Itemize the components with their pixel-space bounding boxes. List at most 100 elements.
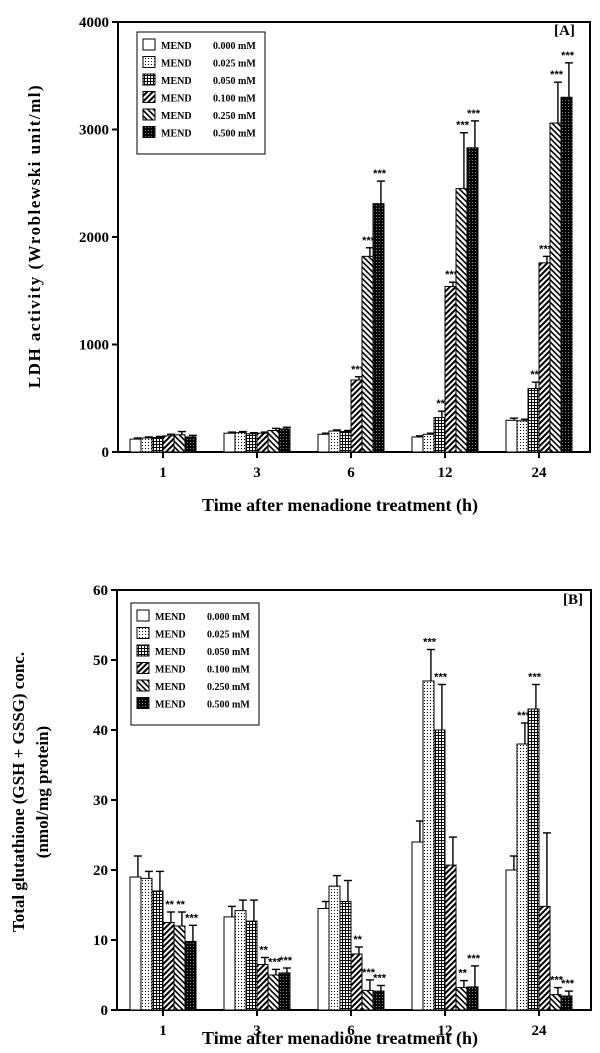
- panel-b-bar: [129, 876, 142, 1011]
- panel-a-bar: [129, 438, 142, 453]
- panel-a-legend-swatch: [142, 126, 156, 138]
- panel-b-significance-label: ***: [362, 967, 376, 979]
- panel-a-bar: [560, 96, 573, 453]
- panel-b-x-axis-title: Time after menadione treatment (h): [202, 1028, 478, 1049]
- panel-b-legend-value: 0.025 mM: [207, 630, 250, 641]
- panel-a-legend-swatch: [142, 38, 156, 51]
- panel-b-significance-label: **: [259, 945, 268, 957]
- panel-b-significance-label: **: [176, 899, 185, 911]
- panel-a-bar: [444, 285, 457, 453]
- panel-a-legend-label: MEND: [161, 111, 192, 122]
- panel-b-legend-value: 0.100 mM: [207, 665, 250, 676]
- panel-a-bar: [466, 147, 479, 453]
- panel-a-significance-label: ***: [456, 120, 470, 132]
- panel-a-bar: [505, 419, 518, 453]
- panel-b-y-tick-label: 60: [93, 583, 108, 599]
- panel-a-y-tick-label: 1000: [79, 338, 109, 354]
- panel-b-significance-label: ***: [185, 912, 199, 924]
- panel-b-legend-label: MEND: [155, 665, 186, 676]
- panel-b-legend-label: MEND: [155, 700, 186, 711]
- panel-b-legend-swatch: [136, 697, 150, 709]
- panel-b-label: [B]: [563, 592, 583, 608]
- panel-b-bar: [455, 987, 468, 1011]
- panel-b-y-axis-title-line2: (nmol/mg protein): [33, 726, 52, 858]
- panel-a-significance-label: ***: [373, 168, 387, 180]
- panel-a-bar: [433, 417, 446, 453]
- panel-a-bar: [328, 430, 341, 453]
- panel-a-significance-label: ***: [362, 235, 376, 247]
- panel-b-legend-label: MEND: [155, 647, 186, 658]
- panel-b-y-axis-title-line1: Total glutathione (GSH + GSSG) conc.: [9, 652, 28, 932]
- panel-b-significance-label: ***: [467, 953, 481, 965]
- panel-a-significance-label: ***: [539, 243, 553, 255]
- panel-a-bar: [516, 420, 529, 453]
- panel-a-legend-swatch: [142, 73, 156, 86]
- panel-a-significance-label: **: [530, 369, 539, 381]
- panel-b-y-tick-label: 20: [93, 863, 108, 879]
- panel-a-bar: [151, 436, 164, 453]
- panel-b-bar: [527, 708, 540, 1011]
- panel-a-bar: [372, 203, 385, 453]
- panel-b-significance-label: ***: [434, 672, 448, 684]
- panel-b-significance-label: ***: [268, 956, 282, 968]
- panel-b-y-tick-label: 50: [93, 653, 108, 669]
- panel-a-legend-value: 0.050 mM: [213, 76, 256, 87]
- panel-b-bar: [411, 841, 424, 1011]
- panel-b-bar: [433, 729, 446, 1011]
- panel-b-bar: [162, 922, 175, 1011]
- panel-b-bar: [245, 920, 258, 1011]
- panel-a-bar: [162, 435, 175, 453]
- panel-b-bar: [234, 910, 247, 1011]
- panel-b-x-tick-label: 6: [347, 1023, 355, 1039]
- panel-a-legend-label: MEND: [161, 41, 192, 52]
- panel-a-y-tick-label: 2000: [79, 230, 109, 246]
- panel-b-legend-value: 0.500 mM: [207, 700, 250, 711]
- panel-a-y-axis-title: LDH activity (Wroblewski unit/ml): [25, 84, 44, 388]
- panel-b-bar: [516, 743, 529, 1011]
- panel-a-significance-label: ***: [445, 269, 459, 281]
- panel-b-bar: [350, 953, 363, 1011]
- panel-b-significance-label: ***: [373, 973, 387, 985]
- panel-b-legend-label: MEND: [155, 612, 186, 623]
- panel-b-bar: [422, 680, 435, 1011]
- panel-a-legend-label: MEND: [161, 59, 192, 70]
- panel-b-bar: [328, 885, 341, 1011]
- panel-a-bar: [245, 433, 258, 453]
- panel-a-x-tick-label: 3: [253, 465, 261, 481]
- panel-b-significance-label: ***: [423, 637, 437, 649]
- panel-a-legend-label: MEND: [161, 76, 192, 87]
- panel-a-significance-label: ***: [467, 108, 481, 120]
- panel-b-bar: [256, 964, 269, 1011]
- panel-a-bar: [527, 388, 540, 453]
- panel-b-significance-label: **: [353, 934, 362, 946]
- panel-b-bar: [549, 994, 562, 1011]
- panel-a: [A] LDH activity (Wroblewski unit/ml) Ti…: [25, 23, 575, 516]
- panel-b-significance-label: ***: [517, 710, 531, 722]
- panel-a-x-tick-label: 12: [438, 465, 453, 481]
- panel-a-legend-label: MEND: [161, 129, 192, 140]
- panel-a-bar: [549, 122, 562, 453]
- panel-b-significance-label: ***: [561, 978, 575, 990]
- panel-a-y-tick-label: 0: [102, 445, 110, 461]
- panel-b-bar: [317, 908, 330, 1011]
- panel-a-x-tick-label: 1: [159, 465, 167, 481]
- panel-a-x-tick-label: 6: [347, 465, 355, 481]
- panel-b-legend-swatch: [136, 679, 150, 692]
- panel-a-legend: [136, 31, 266, 155]
- panel-b-bar: [151, 890, 164, 1011]
- panel-a-y-tick-label: 3000: [79, 123, 109, 139]
- panel-a-bar: [184, 436, 197, 453]
- panel-a-legend-value: 0.100 mM: [213, 94, 256, 105]
- panel-b-legend-value: 0.250 mM: [207, 682, 250, 693]
- panel-a-bar: [350, 379, 363, 453]
- panel-b-bar: [339, 901, 352, 1011]
- panel-a-bar: [411, 436, 424, 453]
- panel-a-bar: [223, 432, 236, 453]
- panel-b: [B] Total glutathione (GSH + GSSG) conc.…: [9, 592, 583, 1049]
- panel-b-legend-swatch: [136, 627, 150, 639]
- panel-a-legend-label: MEND: [161, 94, 192, 105]
- panel-a-bar: [140, 437, 153, 453]
